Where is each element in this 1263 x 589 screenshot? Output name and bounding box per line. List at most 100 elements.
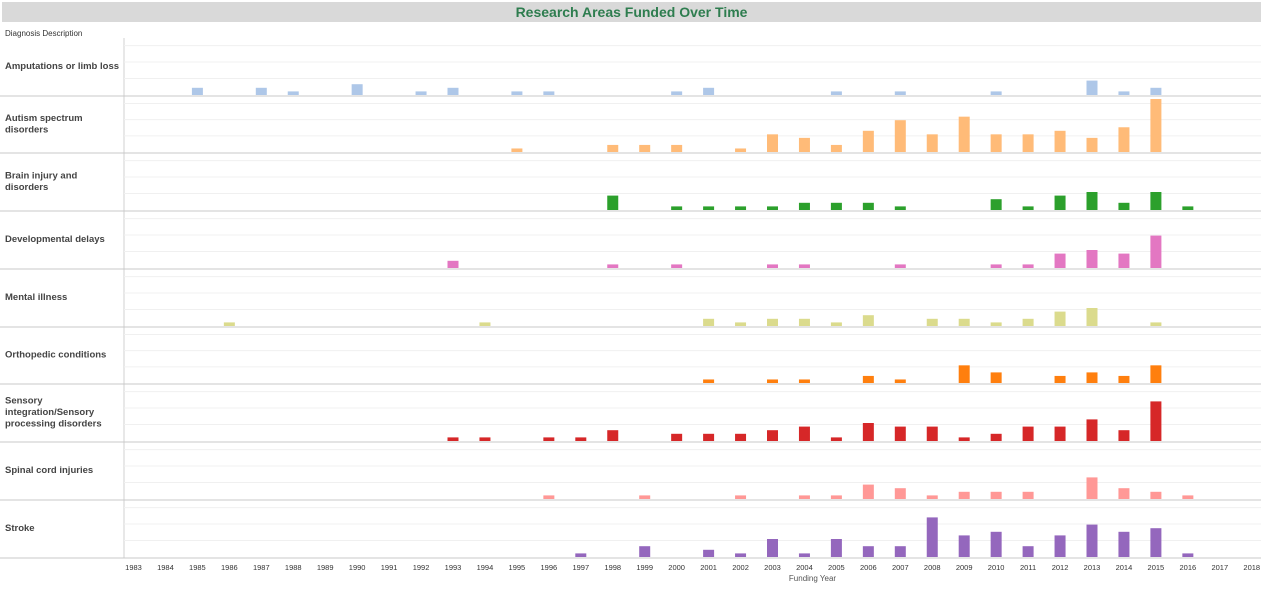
bar bbox=[767, 318, 778, 326]
x-tick-label: 1993 bbox=[445, 563, 462, 572]
bar bbox=[255, 87, 267, 95]
bar bbox=[798, 553, 810, 557]
bar bbox=[1118, 531, 1130, 557]
bar bbox=[958, 535, 970, 557]
bar bbox=[703, 87, 715, 95]
bar bbox=[1086, 192, 1098, 210]
bar bbox=[1022, 546, 1034, 557]
x-tick-label: 1983 bbox=[125, 563, 142, 572]
bar bbox=[639, 495, 651, 499]
bar bbox=[287, 91, 299, 95]
bar bbox=[1118, 375, 1130, 383]
bar bbox=[1022, 318, 1034, 326]
x-tick-label: 1987 bbox=[253, 563, 270, 572]
bar bbox=[798, 379, 810, 383]
bar bbox=[1054, 375, 1066, 383]
bar bbox=[447, 260, 459, 268]
row-label: Autism spectrum bbox=[5, 113, 83, 124]
chart-title: Research Areas Funded Over Time bbox=[515, 4, 748, 20]
x-tick-label: 1991 bbox=[381, 563, 398, 572]
bar bbox=[351, 84, 363, 95]
bar bbox=[862, 423, 874, 441]
x-tick-label: 2003 bbox=[764, 563, 781, 572]
x-tick-label: 1998 bbox=[604, 563, 621, 572]
bar bbox=[1150, 192, 1162, 210]
bar bbox=[830, 144, 842, 152]
bar bbox=[1086, 80, 1098, 95]
bar bbox=[1086, 308, 1098, 326]
x-tick-label: 2012 bbox=[1052, 563, 1069, 572]
bar bbox=[830, 495, 842, 499]
row-label: processing disorders bbox=[5, 419, 102, 430]
x-tick-label: 2011 bbox=[1020, 563, 1036, 572]
bar bbox=[958, 491, 970, 499]
x-tick-label: 1985 bbox=[189, 563, 206, 572]
bar bbox=[735, 148, 747, 152]
bar bbox=[830, 322, 842, 326]
bar bbox=[1022, 426, 1034, 441]
bar bbox=[926, 134, 938, 152]
x-tick-label: 2002 bbox=[732, 563, 749, 572]
x-tick-label: 2008 bbox=[924, 563, 941, 572]
bar bbox=[1054, 535, 1066, 557]
bar bbox=[1086, 372, 1098, 383]
bar bbox=[958, 437, 970, 441]
x-tick-label: 2015 bbox=[1148, 563, 1165, 572]
x-tick-label: 2004 bbox=[796, 563, 813, 572]
bar bbox=[990, 264, 1002, 268]
bar bbox=[1118, 253, 1130, 268]
bar bbox=[830, 202, 842, 210]
bar bbox=[1182, 495, 1194, 499]
bar bbox=[191, 87, 203, 95]
bar bbox=[958, 318, 970, 326]
x-tick-label: 2016 bbox=[1180, 563, 1197, 572]
row-label: Orthopedic conditions bbox=[5, 350, 106, 361]
bar bbox=[1150, 322, 1162, 326]
bar bbox=[990, 91, 1002, 95]
bar bbox=[926, 495, 938, 499]
bar bbox=[990, 531, 1002, 557]
bar bbox=[990, 199, 1002, 210]
bar bbox=[1150, 99, 1162, 152]
row-label: Spinal cord injuries bbox=[5, 465, 93, 476]
row-label: Mental illness bbox=[5, 292, 67, 303]
bar bbox=[958, 365, 970, 383]
bar bbox=[1022, 206, 1034, 210]
bar bbox=[607, 144, 619, 152]
row-label: Developmental delays bbox=[5, 234, 105, 245]
bar bbox=[447, 87, 459, 95]
bar bbox=[1054, 130, 1066, 152]
bar bbox=[511, 91, 523, 95]
bar bbox=[703, 549, 715, 557]
bar bbox=[767, 379, 778, 383]
x-tick-label: 1989 bbox=[317, 563, 334, 572]
x-tick-label: 2001 bbox=[700, 563, 717, 572]
bar bbox=[479, 437, 491, 441]
x-axis-title: Funding Year bbox=[789, 574, 836, 583]
bar bbox=[543, 91, 555, 95]
bar bbox=[767, 134, 778, 152]
bar bbox=[830, 91, 842, 95]
bar bbox=[1150, 528, 1162, 557]
bar bbox=[1022, 264, 1034, 268]
bar bbox=[1054, 253, 1066, 268]
bar bbox=[703, 433, 715, 441]
bar bbox=[990, 372, 1002, 383]
x-tick-label: 2018 bbox=[1243, 563, 1260, 572]
bar bbox=[735, 553, 747, 557]
bar bbox=[894, 91, 906, 95]
bar bbox=[415, 91, 427, 95]
x-tick-label: 1994 bbox=[477, 563, 494, 572]
bar bbox=[639, 546, 651, 557]
bar bbox=[575, 553, 587, 557]
bar bbox=[798, 318, 810, 326]
x-tick-label: 1995 bbox=[509, 563, 526, 572]
row-dimension-header: Diagnosis Description bbox=[5, 29, 83, 38]
bar bbox=[894, 379, 906, 383]
bar bbox=[671, 433, 683, 441]
bar bbox=[767, 430, 778, 441]
bar bbox=[1054, 195, 1066, 210]
bar bbox=[1054, 426, 1066, 441]
bar bbox=[990, 134, 1002, 152]
